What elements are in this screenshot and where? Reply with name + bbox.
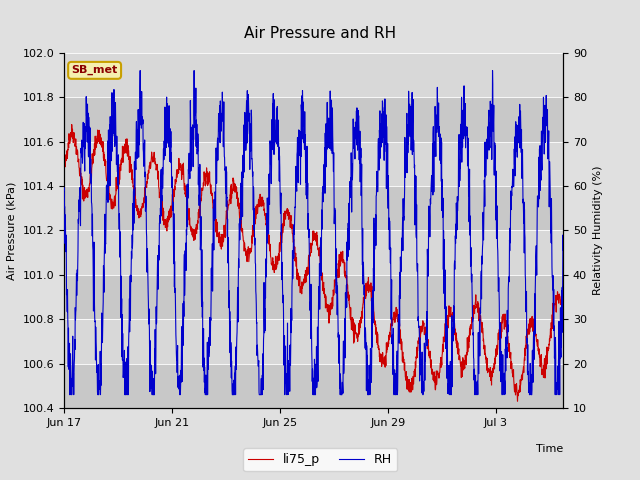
Line: li75_p: li75_p xyxy=(64,125,563,401)
Y-axis label: Relativity Humidity (%): Relativity Humidity (%) xyxy=(593,166,603,295)
Bar xyxy=(64,275,563,319)
Text: Time: Time xyxy=(536,444,563,454)
Bar xyxy=(64,364,563,408)
Text: Air Pressure and RH: Air Pressure and RH xyxy=(244,26,396,41)
Bar xyxy=(64,319,563,364)
Bar xyxy=(64,230,563,275)
Legend: li75_p, RH: li75_p, RH xyxy=(243,448,397,471)
Bar xyxy=(64,142,563,186)
Y-axis label: Air Pressure (kPa): Air Pressure (kPa) xyxy=(7,181,17,279)
Bar xyxy=(64,97,563,142)
Bar xyxy=(64,186,563,230)
Text: SB_met: SB_met xyxy=(72,65,118,75)
Line: RH: RH xyxy=(64,71,563,395)
Bar xyxy=(64,53,563,97)
